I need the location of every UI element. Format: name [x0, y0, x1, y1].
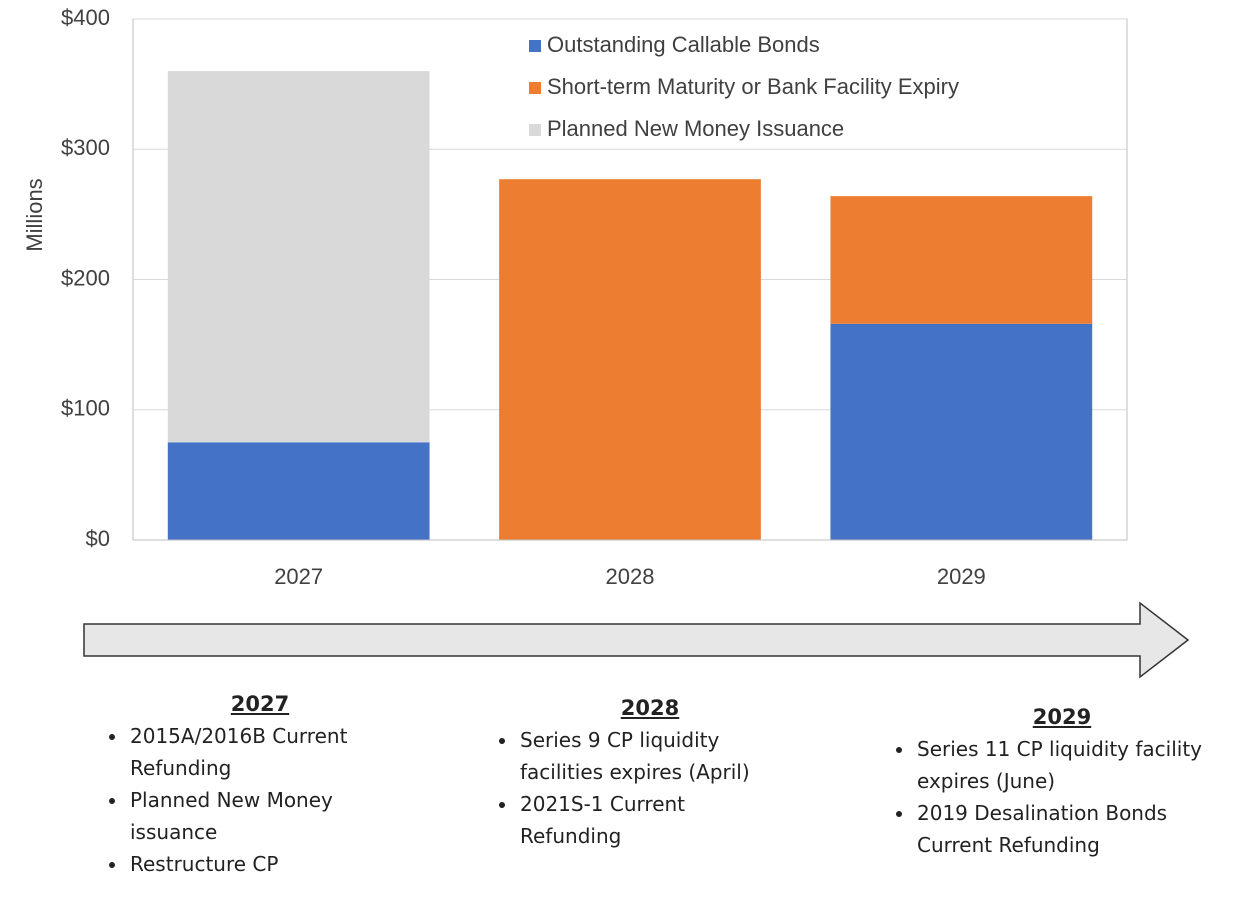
note-heading: 2028 [620, 696, 680, 720]
y-axis-label: Millions [22, 178, 47, 251]
note-item: 2015A/2016B Current Refunding [128, 720, 378, 784]
x-tick-label: 2027 [274, 564, 323, 589]
note-heading: 2029 [1032, 705, 1092, 729]
note-item: 2021S-1 Current Refunding [518, 788, 768, 852]
y-tick-label: $400 [61, 5, 110, 30]
y-tick-label: $200 [61, 265, 110, 290]
legend-swatch [529, 40, 541, 52]
bar-segment [167, 442, 430, 540]
note-item: 2019 Desalination Bonds Current Refundin… [915, 797, 1245, 861]
note-item: Planned New Money issuance [128, 784, 378, 848]
y-tick-label: $100 [61, 396, 110, 421]
note-heading: 2027 [230, 692, 290, 716]
bar-segment [499, 179, 761, 540]
legend-label: Planned New Money Issuance [547, 116, 844, 141]
note-column: 2029 Series 11 CP liquidity facility exp… [897, 701, 1242, 861]
bar-segment [830, 196, 1093, 324]
x-tick-label: 2029 [937, 564, 986, 589]
bar-segment [830, 323, 1093, 540]
note-item: Series 9 CP liquidity facilities expires… [518, 724, 768, 788]
note-item: Series 11 CP liquidity facility expires … [915, 733, 1245, 797]
note-item: Restructure CP [128, 848, 378, 880]
legend-label: Short-term Maturity or Bank Facility Exp… [547, 74, 959, 99]
note-column: 2027 2015A/2016B Current Refunding Plann… [110, 688, 400, 880]
legend-swatch [529, 82, 541, 94]
x-tick-label: 2028 [606, 564, 655, 589]
legend-label: Outstanding Callable Bonds [547, 32, 820, 57]
bar-segment [167, 71, 430, 443]
timeline-arrow [83, 601, 1190, 679]
legend-swatch [529, 124, 541, 136]
note-column: 2028 Series 9 CP liquidity facilities ex… [500, 692, 800, 852]
y-tick-label: $300 [61, 135, 110, 160]
y-tick-label: $0 [86, 526, 110, 551]
